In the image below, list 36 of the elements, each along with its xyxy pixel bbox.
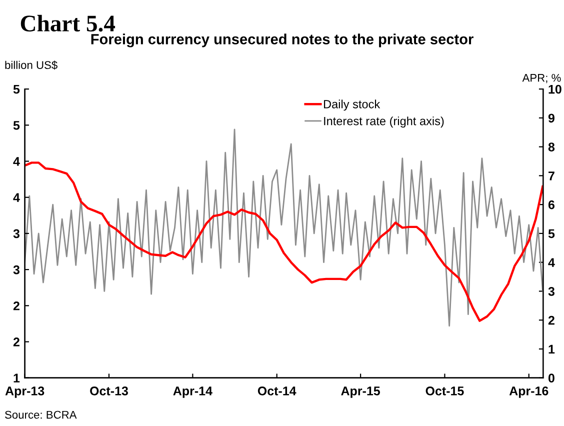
y-tick-label: 1 (14, 374, 20, 382)
x-tick-label: Oct-15 (426, 386, 464, 396)
chart-title: Chart 5.4 (20, 14, 116, 32)
line-series (24, 128, 544, 327)
chart-subtitle: Foreign currency unsecured notes to the private sector (91, 34, 474, 48)
y-tick-label: 2 (13, 301, 20, 310)
y-tick-label: 2 (13, 338, 20, 346)
y2-tick-label: 4 (548, 258, 555, 267)
y2-tick-label: 5 (548, 229, 555, 238)
y2-tick-label: 1 (548, 344, 555, 354)
x-tick-label: Oct-13 (90, 386, 128, 396)
y-tick-label: 5 (13, 121, 20, 130)
y2-tick-label: 9 (548, 114, 554, 123)
y-axis-title: billion US$ (5, 60, 58, 70)
y-tick-label: 4 (13, 193, 20, 202)
x-tick-label: Apr-16 (509, 386, 548, 398)
y2-tick-label: 8 (548, 142, 555, 152)
x-tick-label: Apr-13 (5, 386, 44, 398)
x-tick-label: Apr-15 (341, 386, 380, 398)
x-tick-label: Apr-14 (173, 386, 212, 398)
y-tick-label: 5 (13, 84, 20, 94)
y2-tick-label: 7 (548, 172, 554, 180)
legend-label: Daily stock (324, 100, 380, 111)
y2-axis-title: APR; % (522, 74, 561, 84)
y2-tick-label: 3 (548, 287, 554, 296)
y-tick-label: 3 (13, 229, 20, 238)
x-tick-label: Oct-14 (258, 386, 296, 396)
y-tick-label: 4 (13, 157, 20, 166)
source-note: Source: BCRA (5, 410, 77, 419)
y-tick-label: 3 (13, 265, 20, 274)
line-series (24, 162, 544, 322)
y2-tick-label: 10 (548, 84, 562, 94)
legend-label: Interest rate (right axis) (324, 116, 444, 128)
y2-tick-label: 6 (548, 200, 554, 210)
y2-tick-label: 0 (548, 374, 554, 383)
y2-tick-label: 2 (548, 316, 554, 325)
